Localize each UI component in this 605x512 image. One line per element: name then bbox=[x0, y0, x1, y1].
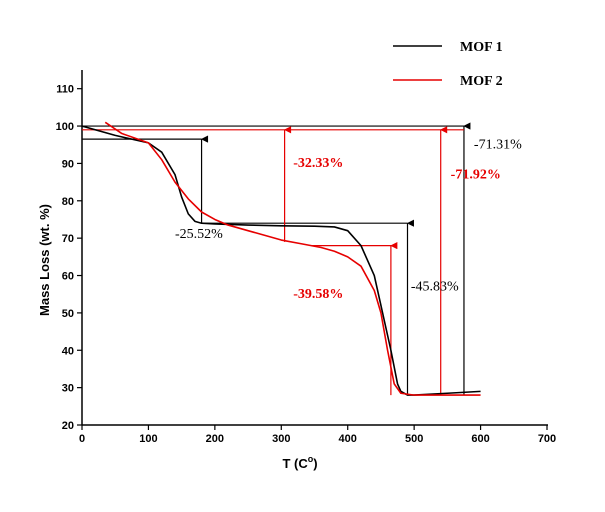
y-tick-label: 60 bbox=[62, 271, 74, 283]
percent-annotation: -45.83% bbox=[411, 279, 459, 294]
x-tick-label: 0 bbox=[79, 433, 85, 445]
x-tick-label: 500 bbox=[405, 433, 423, 445]
y-tick-label: 90 bbox=[62, 158, 74, 170]
x-axis-label-superscript: o bbox=[308, 454, 314, 464]
x-tick-label: 600 bbox=[471, 433, 489, 445]
percent-annotation: -71.31% bbox=[474, 137, 522, 152]
y-tick-label: 70 bbox=[62, 233, 74, 245]
percent-annotation: -39.58% bbox=[293, 287, 343, 302]
legend-label-mof2: MOF 2 bbox=[460, 74, 503, 89]
x-tick-label: 100 bbox=[139, 433, 157, 445]
x-axis-label-close: ) bbox=[313, 456, 317, 471]
y-tick-label: 80 bbox=[62, 196, 74, 208]
y-tick-label: 100 bbox=[56, 121, 74, 133]
x-axis-label-main: T (C bbox=[282, 456, 308, 471]
y-tick-label: 110 bbox=[56, 84, 74, 96]
legend-label-mof1: MOF 1 bbox=[460, 40, 503, 55]
percent-annotation: -25.52% bbox=[175, 227, 223, 242]
y-axis-label: Mass Loss (wt. %) bbox=[37, 204, 52, 316]
percent-annotation: -71.92% bbox=[451, 167, 501, 182]
x-tick-label: 300 bbox=[272, 433, 290, 445]
x-axis-label: T (Co) bbox=[282, 454, 317, 471]
series-line-mof1 bbox=[81, 125, 481, 396]
x-tick-label: 400 bbox=[339, 433, 357, 445]
y-tick-label: 40 bbox=[62, 345, 74, 357]
x-tick-label: 200 bbox=[206, 433, 224, 445]
y-tick-label: 50 bbox=[62, 308, 74, 320]
y-tick-label: 30 bbox=[62, 383, 74, 395]
x-tick-label: 700 bbox=[538, 433, 556, 445]
legend: MOF 1 MOF 2 bbox=[393, 40, 503, 89]
y-tick-label: 20 bbox=[62, 420, 74, 432]
series-line-mof2 bbox=[104, 121, 481, 396]
percent-annotation: -32.33% bbox=[293, 156, 343, 171]
